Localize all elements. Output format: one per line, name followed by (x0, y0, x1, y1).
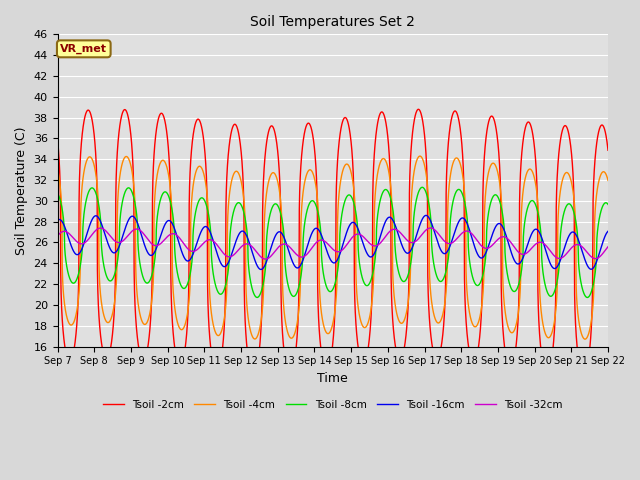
Tsoil -8cm (456, 187, 464, 193)
Tsoil -2cm (426, 320, 433, 325)
Tsoil -16cm (257, 266, 265, 272)
Tsoil -16cm (152, 245, 160, 251)
Tsoil -4cm (456, 161, 464, 167)
Tsoil -4cm (312, 184, 320, 190)
Tsoil -32cm (54, 233, 61, 239)
X-axis label: Time: Time (317, 372, 348, 385)
Text: VR_met: VR_met (60, 44, 108, 54)
Tsoil -16cm (456, 216, 464, 222)
Tsoil -2cm (312, 168, 320, 174)
Tsoil -32cm (456, 232, 464, 238)
Line: Tsoil -8cm: Tsoil -8cm (58, 187, 608, 298)
Tsoil -4cm (54, 167, 61, 172)
Tsoil -32cm (312, 240, 320, 245)
Line: Tsoil -2cm: Tsoil -2cm (58, 109, 608, 376)
Tsoil -32cm (604, 244, 612, 250)
Tsoil -8cm (312, 203, 320, 209)
Tsoil -32cm (262, 256, 269, 262)
Tsoil -2cm (604, 143, 611, 148)
Tsoil -32cm (426, 225, 433, 231)
Tsoil -2cm (580, 373, 588, 379)
Tsoil -8cm (488, 197, 495, 203)
Tsoil -8cm (152, 224, 160, 230)
Tsoil -8cm (419, 184, 426, 190)
Tsoil -16cm (604, 228, 612, 234)
Tsoil -16cm (422, 213, 430, 218)
Line: Tsoil -32cm: Tsoil -32cm (58, 228, 608, 259)
Tsoil -2cm (488, 113, 495, 119)
Tsoil -16cm (604, 229, 611, 235)
Tsoil -8cm (604, 201, 611, 206)
Tsoil -4cm (604, 178, 612, 183)
Tsoil -16cm (312, 226, 320, 231)
Tsoil -8cm (604, 202, 612, 207)
Line: Tsoil -4cm: Tsoil -4cm (58, 156, 608, 339)
Tsoil -32cm (427, 225, 435, 231)
Tsoil -16cm (54, 217, 61, 223)
Tsoil -32cm (152, 243, 160, 249)
Legend: Tsoil -2cm, Tsoil -4cm, Tsoil -8cm, Tsoil -16cm, Tsoil -32cm: Tsoil -2cm, Tsoil -4cm, Tsoil -8cm, Tsoi… (99, 396, 567, 414)
Tsoil -32cm (604, 244, 611, 250)
Tsoil -8cm (54, 191, 61, 196)
Tsoil -16cm (488, 234, 495, 240)
Line: Tsoil -16cm: Tsoil -16cm (58, 216, 608, 269)
Tsoil -2cm (54, 136, 61, 142)
Tsoil -4cm (488, 162, 495, 168)
Tsoil -4cm (416, 153, 424, 159)
Tsoil -2cm (456, 125, 464, 131)
Tsoil -4cm (426, 276, 433, 281)
Tsoil -2cm (152, 127, 160, 132)
Y-axis label: Soil Temperature (C): Soil Temperature (C) (15, 126, 28, 255)
Tsoil -16cm (426, 216, 434, 222)
Tsoil -8cm (584, 295, 591, 300)
Title: Soil Temperatures Set 2: Soil Temperatures Set 2 (250, 15, 415, 29)
Tsoil -4cm (152, 177, 160, 183)
Tsoil -32cm (488, 243, 495, 249)
Tsoil -4cm (604, 176, 611, 181)
Tsoil -4cm (581, 336, 589, 342)
Tsoil -2cm (415, 107, 422, 112)
Tsoil -8cm (426, 206, 433, 212)
Tsoil -2cm (604, 147, 612, 153)
